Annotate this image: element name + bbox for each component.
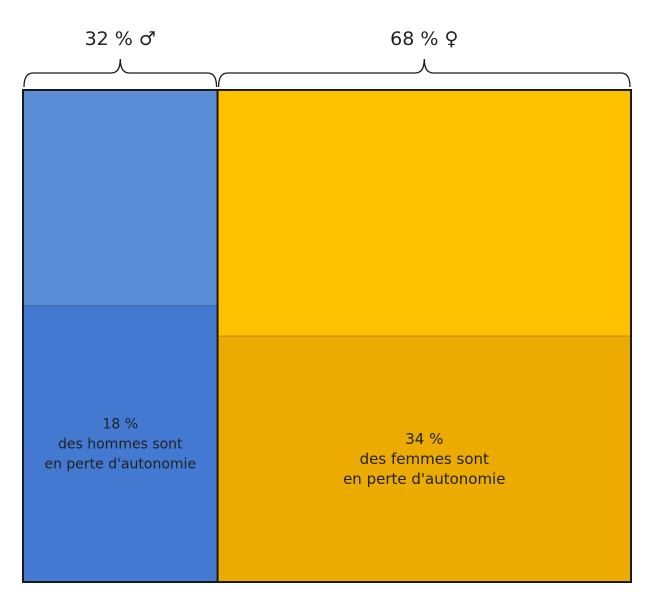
men-dependent-label-line: en perte d'autonomie <box>44 457 196 473</box>
women-dependent-bar <box>217 336 631 582</box>
men-total-bar <box>23 90 218 306</box>
men-brace <box>23 58 218 88</box>
chart-frame <box>22 89 632 583</box>
men-dependent-label-line: des hommes sont <box>58 437 183 453</box>
women-dependent-label-line: 34 % <box>405 430 443 448</box>
women-total-bar <box>217 90 631 336</box>
men-share-label: 32 % ♂ <box>85 28 156 50</box>
women-dependent-label-line: des femmes sont <box>360 450 489 468</box>
men-dependent-bar <box>23 305 218 582</box>
women-share-label: 68 % ♀ <box>390 28 458 50</box>
men-dependent-label-line: 18 % <box>102 417 138 433</box>
women-brace <box>217 58 631 88</box>
women-dependent-label-line: en perte d'autonomie <box>343 470 505 488</box>
